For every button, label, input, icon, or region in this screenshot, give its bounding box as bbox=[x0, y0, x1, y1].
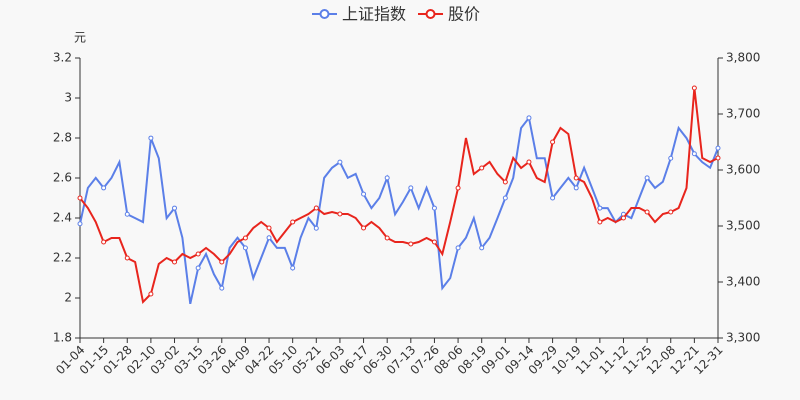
y-tick-label: 3 bbox=[64, 91, 72, 105]
y2-tick-label: 3,300 bbox=[726, 331, 760, 345]
data-point bbox=[573, 185, 579, 191]
data-point bbox=[101, 185, 107, 191]
data-point bbox=[502, 179, 508, 185]
data-point bbox=[219, 285, 225, 291]
data-point bbox=[195, 265, 201, 271]
data-point bbox=[337, 159, 343, 165]
data-point bbox=[597, 205, 603, 211]
y-tick-label: 1.8 bbox=[53, 331, 72, 345]
data-point bbox=[172, 259, 178, 265]
data-point bbox=[77, 195, 83, 201]
data-point bbox=[361, 225, 367, 231]
data-point bbox=[691, 85, 697, 91]
data-point bbox=[715, 155, 721, 161]
series-line bbox=[79, 115, 719, 305]
data-point bbox=[550, 195, 556, 201]
y-tick-label: 2.6 bbox=[53, 171, 72, 185]
data-point bbox=[290, 265, 296, 271]
data-point bbox=[573, 175, 579, 181]
data-point bbox=[644, 209, 650, 215]
data-point bbox=[408, 185, 414, 191]
data-point bbox=[77, 221, 83, 227]
legend-label: 股价 bbox=[448, 5, 480, 24]
data-point bbox=[408, 241, 414, 247]
data-point bbox=[313, 205, 319, 211]
data-point bbox=[172, 205, 178, 211]
data-point bbox=[242, 235, 248, 241]
data-point bbox=[502, 195, 508, 201]
data-point bbox=[313, 225, 319, 231]
data-point bbox=[361, 191, 367, 197]
y-tick-label: 2.2 bbox=[53, 251, 72, 265]
y-tick-label: 3.2 bbox=[53, 51, 72, 65]
data-point bbox=[384, 235, 390, 241]
legend-label: 上证指数 bbox=[342, 5, 406, 24]
data-point bbox=[479, 165, 485, 171]
y2-tick-label: 3,400 bbox=[726, 275, 760, 289]
data-point bbox=[479, 245, 485, 251]
data-point bbox=[455, 245, 461, 251]
data-point bbox=[266, 235, 272, 241]
data-point bbox=[195, 251, 201, 257]
data-point bbox=[431, 239, 437, 245]
data-point bbox=[597, 219, 603, 225]
data-point bbox=[526, 115, 532, 121]
data-point bbox=[124, 255, 130, 261]
y2-tick-label: 3,500 bbox=[726, 219, 760, 233]
data-point bbox=[526, 159, 532, 165]
y2-tick-label: 3,700 bbox=[726, 107, 760, 121]
y2-tick-label: 3,600 bbox=[726, 163, 760, 177]
data-point bbox=[455, 185, 461, 191]
data-point bbox=[550, 139, 556, 145]
data-point bbox=[148, 135, 154, 141]
series-line bbox=[79, 87, 719, 305]
y-tick-label: 2 bbox=[64, 291, 72, 305]
y2-tick-label: 3,800 bbox=[726, 51, 760, 65]
data-point bbox=[644, 175, 650, 181]
data-point bbox=[266, 225, 272, 231]
data-point bbox=[715, 145, 721, 151]
data-point bbox=[691, 151, 697, 157]
legend-swatch-dot bbox=[319, 9, 330, 19]
data-point bbox=[290, 219, 296, 225]
y-axis-unit: 元 bbox=[74, 31, 86, 45]
data-point bbox=[124, 211, 130, 217]
data-point bbox=[668, 155, 674, 161]
data-point bbox=[219, 259, 225, 265]
data-point bbox=[384, 175, 390, 181]
legend-swatch-dot bbox=[425, 9, 436, 19]
data-point bbox=[620, 215, 626, 221]
data-point bbox=[668, 209, 674, 215]
data-point bbox=[242, 245, 248, 251]
data-point bbox=[337, 211, 343, 217]
y-tick-label: 2.8 bbox=[53, 131, 72, 145]
data-point bbox=[431, 205, 437, 211]
y-tick-label: 2.4 bbox=[53, 211, 72, 225]
data-point bbox=[148, 291, 154, 297]
data-point bbox=[101, 239, 107, 245]
